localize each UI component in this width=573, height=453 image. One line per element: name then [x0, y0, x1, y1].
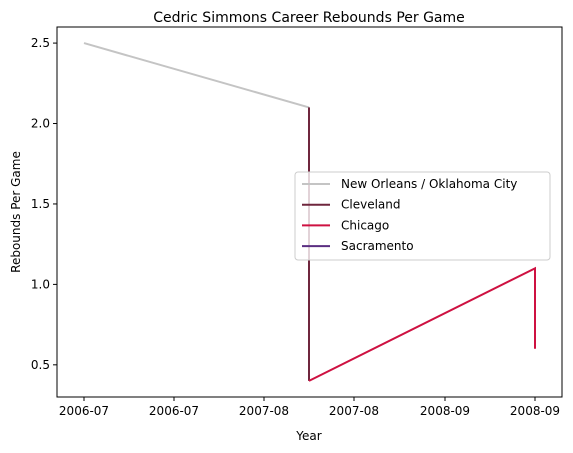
x-tick-label: 2008-09 — [420, 404, 470, 418]
x-tick-label: 2006-07 — [59, 404, 109, 418]
x-tick-label: 2008-09 — [510, 404, 560, 418]
x-tick-label: 2007-08 — [329, 404, 379, 418]
y-axis-label: Rebounds Per Game — [9, 151, 23, 273]
chart-title: Cedric Simmons Career Rebounds Per Game — [153, 10, 465, 26]
y-tick-label: 0.5 — [31, 358, 50, 372]
x-axis-label: Year — [295, 429, 321, 443]
x-axis: 2006-07 2006-07 2007-08 2007-08 2008-09 2008-… — [59, 397, 560, 418]
y-axis: 0.5 1.0 1.5 2.0 2.5 — [31, 36, 57, 372]
y-tick-label: 2.5 — [31, 36, 50, 50]
y-tick-label: 1.0 — [31, 277, 50, 291]
x-tick-label: 2007-08 — [239, 404, 289, 418]
series-line — [308, 266, 536, 382]
legend-label: Cleveland — [341, 198, 401, 212]
y-tick-label: 2.0 — [31, 117, 50, 131]
legend-label: Chicago — [341, 218, 389, 232]
legend-label: Sacramento — [341, 239, 414, 253]
series-line — [83, 42, 310, 109]
x-tick-label: 2006-07 — [149, 404, 199, 418]
legend-label: New Orleans / Oklahoma City — [341, 177, 517, 191]
legend-box — [294, 171, 551, 261]
y-tick-label: 1.5 — [31, 197, 50, 211]
legend: New Orleans / Oklahoma City Cleveland Chic… — [294, 171, 551, 261]
